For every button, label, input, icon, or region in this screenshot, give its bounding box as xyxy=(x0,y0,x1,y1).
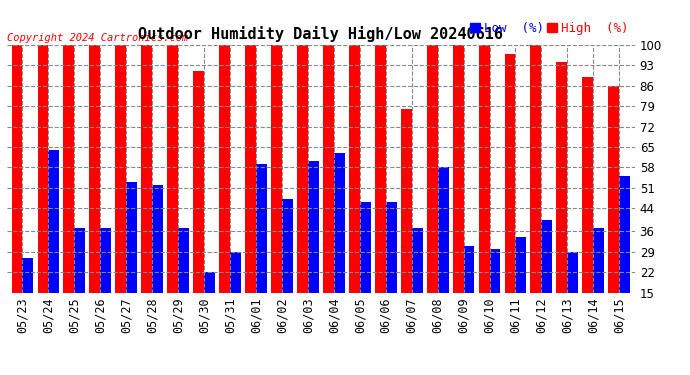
Legend: Low  (%), High  (%): Low (%), High (%) xyxy=(470,21,629,34)
Text: Copyright 2024 Cartronics.com: Copyright 2024 Cartronics.com xyxy=(7,33,188,42)
Bar xyxy=(412,228,422,336)
Bar xyxy=(245,45,256,336)
Bar xyxy=(593,228,604,336)
Bar xyxy=(567,252,578,336)
Bar xyxy=(63,45,75,336)
Bar xyxy=(115,45,126,336)
Bar xyxy=(479,45,489,336)
Title: Outdoor Humidity Daily High/Low 20240616: Outdoor Humidity Daily High/Low 20240616 xyxy=(139,27,503,42)
Bar xyxy=(100,228,111,336)
Bar xyxy=(349,45,359,336)
Bar xyxy=(219,45,230,336)
Bar xyxy=(375,45,386,336)
Bar xyxy=(334,153,345,336)
Bar xyxy=(37,45,48,336)
Bar xyxy=(256,164,267,336)
Bar xyxy=(359,202,371,336)
Bar xyxy=(489,249,500,336)
Bar xyxy=(167,45,178,336)
Bar xyxy=(141,45,152,336)
Bar xyxy=(437,167,448,336)
Bar xyxy=(582,77,593,336)
Bar xyxy=(297,45,308,336)
Bar xyxy=(230,252,241,336)
Bar xyxy=(464,246,475,336)
Bar xyxy=(504,54,515,336)
Bar xyxy=(12,45,23,336)
Bar xyxy=(542,220,552,336)
Bar xyxy=(401,109,412,336)
Bar xyxy=(126,182,137,336)
Bar xyxy=(426,45,437,336)
Bar xyxy=(193,71,204,336)
Bar xyxy=(90,45,100,336)
Bar xyxy=(556,63,567,336)
Bar xyxy=(323,45,334,336)
Bar xyxy=(282,200,293,336)
Bar xyxy=(453,45,464,336)
Bar xyxy=(609,86,619,336)
Bar xyxy=(308,162,319,336)
Bar xyxy=(204,272,215,336)
Bar xyxy=(515,237,526,336)
Bar xyxy=(271,45,282,336)
Bar xyxy=(152,185,163,336)
Bar xyxy=(178,228,189,336)
Bar xyxy=(531,45,542,336)
Bar xyxy=(23,258,33,336)
Bar xyxy=(75,228,86,336)
Bar xyxy=(48,150,59,336)
Bar xyxy=(386,202,397,336)
Bar xyxy=(619,176,630,336)
